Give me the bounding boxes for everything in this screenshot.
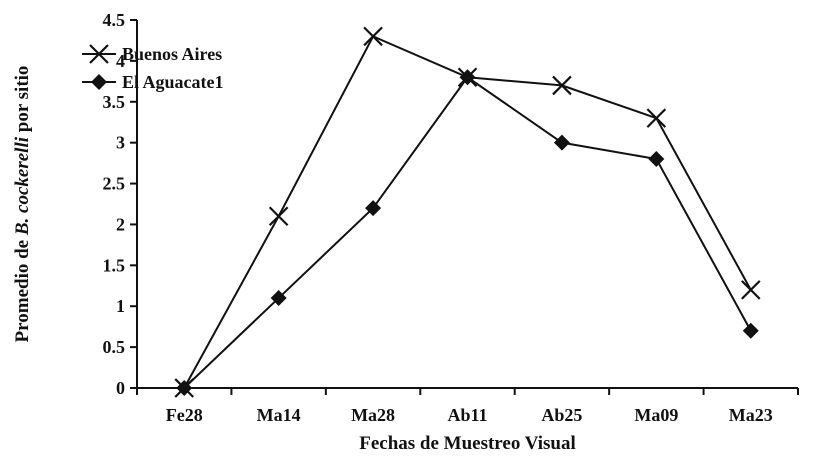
x-tick-label: Ma14 xyxy=(257,405,301,425)
legend-label: Buenos Aires xyxy=(122,44,222,64)
x-tick-label: Ma09 xyxy=(634,405,678,425)
data-point-diamond-marker xyxy=(459,69,476,86)
x-axis-title: Fechas de Muestreo Visual xyxy=(359,433,576,454)
data-point-diamond-marker xyxy=(365,200,382,217)
legend-label: El Aguacate1 xyxy=(122,72,224,92)
y-tick-label: 2.5 xyxy=(103,174,126,194)
y-tick-label: 4.5 xyxy=(103,10,126,30)
y-tick-label: 0 xyxy=(116,378,125,398)
data-point-x-marker xyxy=(646,108,667,128)
y-tick-label: 3 xyxy=(116,133,125,153)
data-point-diamond-marker xyxy=(553,134,570,151)
x-tick-label: Fe28 xyxy=(166,405,203,425)
y-tick-label: 0.5 xyxy=(103,337,126,357)
data-point-x-marker xyxy=(268,206,289,227)
series-layer xyxy=(174,26,761,398)
data-point-x-marker xyxy=(89,44,109,64)
x-tick-label: Ab25 xyxy=(541,405,582,425)
data-point-diamond-marker xyxy=(742,322,759,339)
x-tick-label: Ma23 xyxy=(729,405,773,425)
data-point-diamond-marker xyxy=(176,380,193,396)
x-tick-label: Ab11 xyxy=(447,405,487,425)
legend: Buenos Aires El Aguacate1 xyxy=(82,44,224,92)
y-tick-label: 3.5 xyxy=(103,92,126,112)
data-point-diamond-marker xyxy=(270,290,287,307)
x-ticks: Fe28 Ma14 Ma28 Ab11 Ab25 Ma09 Ma23 xyxy=(136,388,799,425)
y-axis-title-prefix: Promedio de xyxy=(12,235,33,342)
y-tick-label: 1.5 xyxy=(103,255,126,275)
data-point-x-marker xyxy=(741,280,761,300)
y-tick-label: 4 xyxy=(116,51,125,71)
data-point-diamond-marker xyxy=(648,151,665,168)
y-tick-label: 2 xyxy=(116,214,125,234)
y-axis-title-species: B. cockerelli xyxy=(12,136,33,236)
data-point-diamond-marker xyxy=(91,74,107,90)
y-tick-label: 1 xyxy=(116,296,125,316)
data-point-x-marker xyxy=(363,26,383,47)
series-line xyxy=(183,35,752,389)
series-1 xyxy=(176,69,759,396)
y-axis-title-suffix: por sitio xyxy=(12,66,33,137)
axes xyxy=(136,20,798,389)
data-point-x-marker xyxy=(552,75,572,96)
y-axis-title: Promedio de B. cockerelli por sitio xyxy=(12,66,33,343)
x-tick-label: Ma28 xyxy=(351,405,395,425)
y-ticks: 0 0.5 1 1.5 2 2.5 3 3.5 4 4.5 xyxy=(103,10,137,398)
